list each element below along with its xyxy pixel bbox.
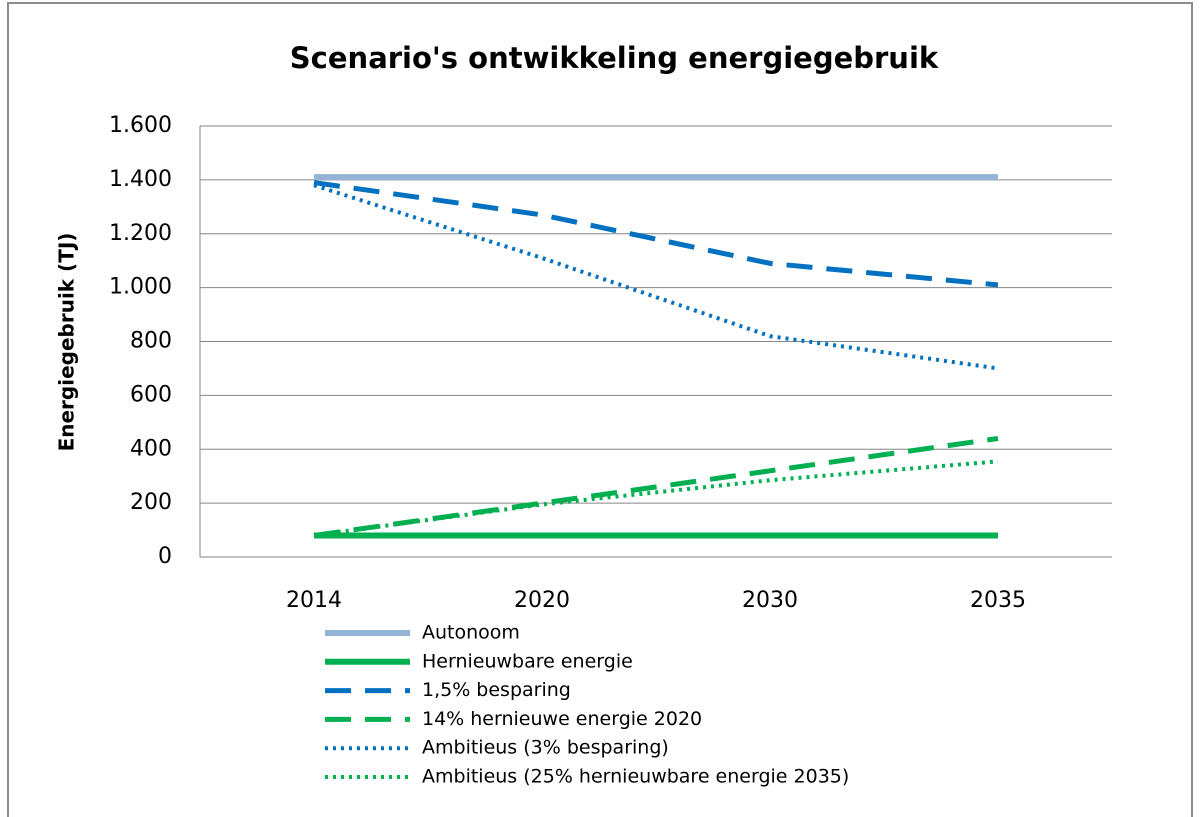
y-tick-label: 200 [130, 490, 172, 515]
y-tick-label: 1.200 [109, 221, 172, 246]
x-tick-label: 2035 [970, 588, 1026, 613]
chart-title: Scenario's ontwikkeling energiegebruik [290, 41, 939, 75]
y-tick-label: 600 [130, 382, 172, 407]
x-tick-label: 2020 [514, 588, 570, 613]
series-line [313, 459, 999, 538]
y-tick-label: 400 [130, 436, 172, 461]
y-tick-label: 800 [130, 329, 172, 354]
y-axis-label: Energiegebruik (TJ) [55, 233, 79, 452]
y-tick-label: 1.000 [109, 275, 172, 300]
legend-label: Hernieuwbare energie [422, 650, 633, 672]
legend-label: 1,5% besparing [422, 679, 571, 701]
y-tick-label: 1.600 [109, 113, 172, 138]
legend-label: 14% hernieuwe energie 2020 [422, 708, 702, 730]
legend-label: Ambitieus (25% hernieuwbare energie 2035… [422, 766, 849, 788]
legend-label: Ambitieus (3% besparing) [422, 737, 669, 759]
series-line [313, 435, 999, 538]
y-tick-label: 0 [158, 544, 172, 569]
chart-frame [7, 2, 1193, 817]
series-line [313, 180, 999, 288]
y-tick-label: 1.400 [109, 167, 172, 192]
series-line [313, 183, 999, 371]
legend-label: Autonoom [422, 622, 520, 644]
x-tick-label: 2030 [742, 588, 798, 613]
x-tick-label: 2014 [286, 588, 342, 613]
